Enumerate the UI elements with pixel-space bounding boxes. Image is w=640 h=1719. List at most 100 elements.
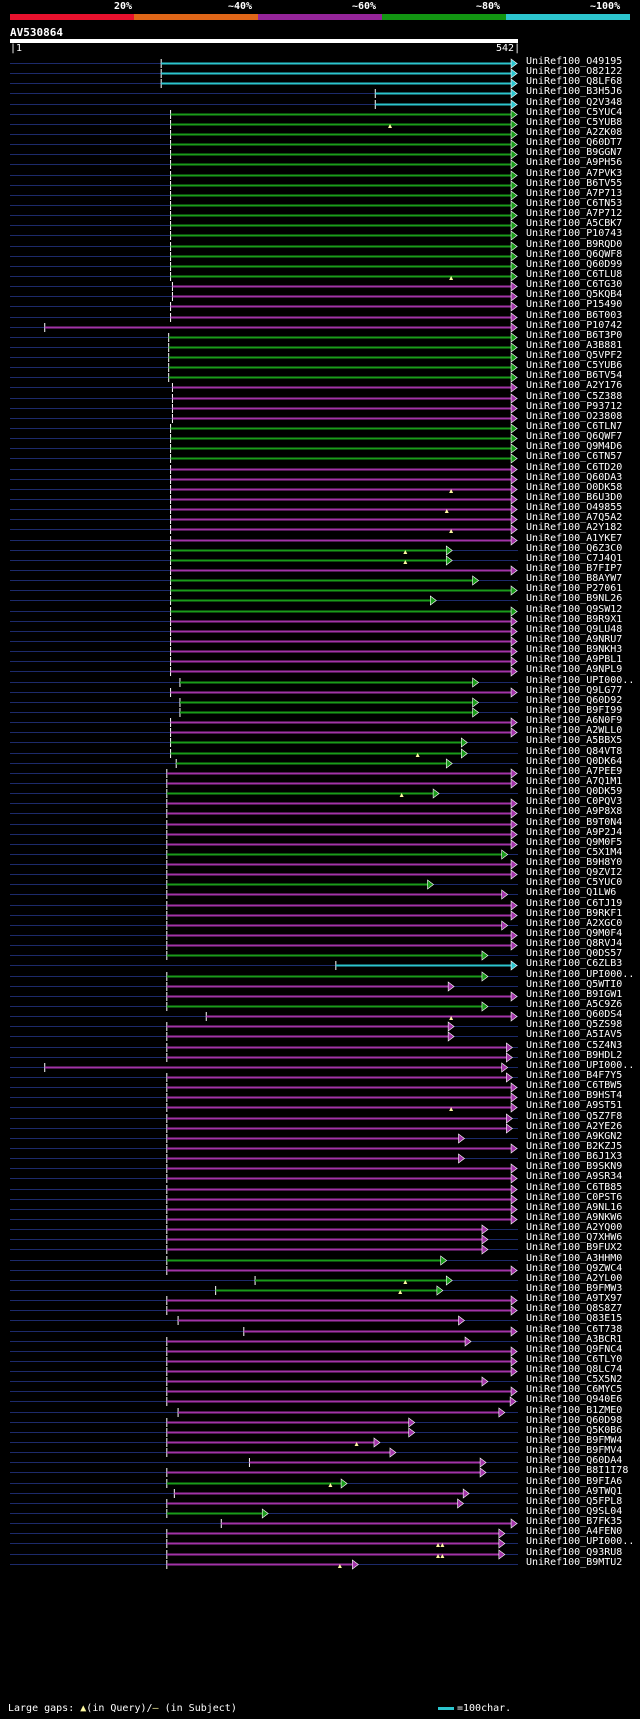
- hit-label[interactable]: UniRef100_B9NL26: [526, 593, 623, 605]
- hit-row[interactable]: UniRef100_Q60DA4: [0, 1455, 640, 1468]
- hit-row[interactable]: UniRef100_C6MYC5: [0, 1384, 640, 1397]
- hit-label[interactable]: UniRef100_O82122: [526, 66, 623, 78]
- hit-row[interactable]: UniRef100_A3BCR1: [0, 1333, 640, 1347]
- hit-label[interactable]: UniRef100_A9KGN2: [526, 1130, 623, 1142]
- hit-label[interactable]: UniRef100_B6J1X3: [526, 1151, 623, 1163]
- hit-label[interactable]: UniRef100_C5X5N2: [526, 1374, 623, 1386]
- hit-label[interactable]: UniRef100_B3H5J6: [526, 86, 623, 98]
- hit-label[interactable]: UniRef100_O49855: [526, 502, 623, 514]
- hit-row[interactable]: UniRef100_B9FUX2: [0, 1242, 640, 1255]
- hit-row[interactable]: UniRef100_Q5K0B6: [0, 1425, 640, 1438]
- hit-row[interactable]: UniRef100_B9SKN9: [0, 1161, 640, 1174]
- hit-label[interactable]: UniRef100_C0PQV3: [526, 796, 623, 808]
- hit-row[interactable]: UniRef100_A9SR34: [0, 1171, 640, 1184]
- hit-row[interactable]: UniRef100_Q6QWF7: [0, 431, 640, 444]
- hit-label[interactable]: UniRef100_C6TLY0: [526, 1353, 623, 1365]
- hit-label[interactable]: UniRef100_Q5Z7F8: [526, 1110, 623, 1122]
- hit-label[interactable]: UniRef100_B6T003: [526, 309, 623, 321]
- hit-row[interactable]: UniRef100_Q60D98: [0, 1414, 640, 1428]
- hit-label[interactable]: UniRef100_A2WLL0: [526, 725, 623, 737]
- hit-label[interactable]: UniRef100_A5BBX5: [526, 735, 623, 747]
- hit-label[interactable]: UniRef100_C5Z388: [526, 390, 623, 402]
- hit-label[interactable]: UniRef100_A3HHM0: [526, 1252, 623, 1264]
- hit-row[interactable]: UniRef100_Q5KQB4: [0, 289, 640, 302]
- hit-label[interactable]: UniRef100_A9TX97: [526, 1293, 623, 1305]
- hit-row[interactable]: UniRef100_A7PEE9: [0, 766, 640, 779]
- hit-label[interactable]: UniRef100_B7FIP7: [526, 563, 623, 574]
- hit-label[interactable]: UniRef100_Q9M0F4: [526, 928, 623, 940]
- hit-row[interactable]: UniRef100_B9MTU2: [0, 1556, 640, 1570]
- hit-label[interactable]: UniRef100_B9H8Y0: [526, 857, 623, 869]
- hit-label[interactable]: UniRef100_Q6QWF7: [526, 431, 623, 443]
- hit-label[interactable]: UniRef100_B9MTU2: [526, 1556, 623, 1568]
- hit-row[interactable]: UniRef100_Q7XHW6: [0, 1232, 640, 1245]
- hit-label[interactable]: UniRef100_Q60D92: [526, 694, 623, 706]
- hit-label[interactable]: UniRef100_A9NPL9: [526, 664, 623, 676]
- hit-label[interactable]: UniRef100_Q0DK59: [526, 786, 623, 798]
- hit-row[interactable]: UniRef100_A2Y176: [0, 380, 640, 394]
- hit-row[interactable]: UniRef100_P93712: [0, 401, 640, 414]
- hit-label[interactable]: UniRef100_A7PVK3: [526, 167, 623, 179]
- hit-label[interactable]: UniRef100_B9FUX2: [526, 1242, 623, 1254]
- hit-row[interactable]: UniRef100_C6TG30: [0, 279, 640, 292]
- hit-label[interactable]: UniRef100_C6ZLB3: [526, 958, 623, 970]
- hit-label[interactable]: UniRef100_Q9M0F5: [526, 836, 623, 848]
- hit-row[interactable]: UniRef100_O49195: [0, 56, 640, 69]
- hit-label[interactable]: UniRef100_B6U3D0: [526, 492, 623, 504]
- hit-label[interactable]: UniRef100_Q60D98: [526, 1414, 623, 1426]
- hit-row[interactable]: UniRef100_Q5WTI0: [0, 979, 640, 992]
- hit-row[interactable]: UniRef100_A2Y182: [0, 522, 640, 536]
- hit-row[interactable]: UniRef100_Q9ZWC4: [0, 1263, 640, 1276]
- hit-label[interactable]: UniRef100_C6T738: [526, 1323, 623, 1335]
- hit-label[interactable]: UniRef100_B9FIA6: [526, 1475, 623, 1487]
- hit-label[interactable]: UniRef100_B6TV54: [526, 370, 623, 382]
- hit-row[interactable]: UniRef100_A7P712: [0, 208, 640, 221]
- hit-row[interactable]: UniRef100_C5X1M4: [0, 847, 640, 860]
- hit-label[interactable]: UniRef100_A2Y176: [526, 380, 623, 392]
- hit-row[interactable]: UniRef100_Q9ZVI2: [0, 867, 640, 880]
- hit-label[interactable]: UniRef100_Q8LF68: [526, 76, 623, 88]
- hit-label[interactable]: UniRef100_B9FMV4: [526, 1445, 623, 1457]
- hit-row[interactable]: UniRef100_Q60DS4: [0, 1009, 640, 1022]
- hit-label[interactable]: UniRef100_Q9LU48: [526, 623, 623, 635]
- hit-label[interactable]: UniRef100_B9HDL2: [526, 1049, 623, 1061]
- hit-label[interactable]: UniRef100_A2ZK08: [526, 126, 623, 138]
- hit-label[interactable]: UniRef100_A2YQ00: [526, 1222, 623, 1234]
- hit-label[interactable]: UniRef100_A3BCR1: [526, 1333, 623, 1345]
- hit-row[interactable]: UniRef100_P10742: [0, 320, 640, 333]
- hit-label[interactable]: UniRef100_A9PH56: [526, 157, 623, 169]
- hit-label[interactable]: UniRef100_C6TB85: [526, 1181, 623, 1193]
- hit-label[interactable]: UniRef100_B9GGN7: [526, 147, 623, 159]
- hit-label[interactable]: UniRef100_Q5VPF2: [526, 350, 623, 362]
- hit-row[interactable]: UniRef100_Q1LW6: [0, 887, 640, 901]
- hit-row[interactable]: UniRef100_A2WLL0: [0, 725, 640, 738]
- hit-label[interactable]: UniRef100_P10743: [526, 228, 623, 240]
- hit-row[interactable]: UniRef100_B9NL26: [0, 593, 640, 607]
- hit-label[interactable]: UniRef100_UPI000..: [526, 674, 635, 686]
- hit-label[interactable]: UniRef100_B9FMW3: [526, 1282, 623, 1294]
- hit-label[interactable]: UniRef100_A1YKE7: [526, 532, 623, 544]
- hit-row[interactable]: UniRef100_C6TN57: [0, 451, 640, 465]
- hit-row[interactable]: UniRef100_B6TV55: [0, 178, 640, 191]
- hit-label[interactable]: UniRef100_Q9FNC4: [526, 1343, 623, 1355]
- hit-row[interactable]: UniRef100_C6TB85: [0, 1181, 640, 1195]
- hit-row[interactable]: UniRef100_A2XGC0: [0, 918, 640, 931]
- hit-row[interactable]: UniRef100_C6TN53: [0, 198, 640, 211]
- hit-label[interactable]: UniRef100_B9SKN9: [526, 1161, 623, 1173]
- hit-label[interactable]: UniRef100_O0DK58: [526, 481, 623, 493]
- hit-row[interactable]: UniRef100_C6TJ19: [0, 898, 640, 911]
- hit-label[interactable]: UniRef100_B9HST4: [526, 1090, 623, 1102]
- hit-row[interactable]: UniRef100_C5Z4N3: [0, 1040, 640, 1053]
- hit-label[interactable]: UniRef100_Q0DS57: [526, 948, 623, 960]
- hit-label[interactable]: UniRef100_Q5FPL8: [526, 1495, 623, 1507]
- hit-row[interactable]: UniRef100_UPI000..: [0, 969, 640, 982]
- hit-label[interactable]: UniRef100_Q60DT7: [526, 137, 623, 149]
- hit-row[interactable]: UniRef100_Q6Z3C0: [0, 543, 640, 556]
- hit-label[interactable]: UniRef100_UPI000..: [526, 1536, 635, 1548]
- hit-row[interactable]: UniRef100_O82122: [0, 66, 640, 79]
- hit-row[interactable]: UniRef100_B6T003: [0, 309, 640, 323]
- hit-row[interactable]: UniRef100_Q6QWF8: [0, 249, 640, 262]
- hit-label[interactable]: UniRef100_C0PST6: [526, 1191, 623, 1203]
- hit-row[interactable]: UniRef100_A9TWQ1: [0, 1486, 640, 1499]
- hit-label[interactable]: UniRef100_B9NKH3: [526, 644, 623, 656]
